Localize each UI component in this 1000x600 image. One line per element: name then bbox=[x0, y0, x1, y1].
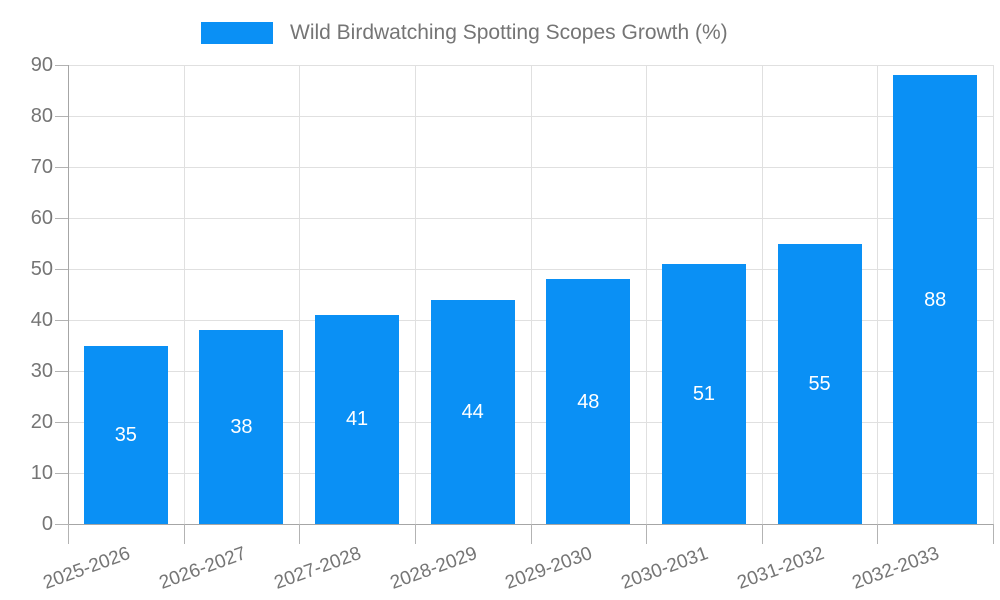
v-gridline bbox=[993, 65, 994, 524]
bar-value-label: 41 bbox=[345, 408, 369, 431]
v-gridline bbox=[761, 65, 763, 524]
y-axis-label: 50 bbox=[30, 258, 53, 280]
bar-value-label: 51 bbox=[692, 382, 716, 405]
y-tick bbox=[55, 320, 68, 321]
bar-value-label: 38 bbox=[230, 416, 253, 439]
x-tick bbox=[877, 524, 879, 544]
bar[interactable] bbox=[546, 279, 631, 524]
y-axis-label: 30 bbox=[30, 360, 53, 382]
x-axis-label: 2027-2028 bbox=[271, 543, 365, 594]
x-axis-label: 2031-2032 bbox=[734, 543, 827, 594]
bar[interactable] bbox=[893, 75, 978, 524]
x-tick bbox=[530, 524, 532, 544]
x-axis-label: 2030-2031 bbox=[618, 543, 712, 594]
y-tick bbox=[55, 116, 68, 117]
bar[interactable] bbox=[315, 314, 400, 524]
y-axis-label: 80 bbox=[30, 105, 53, 127]
v-gridline bbox=[299, 65, 301, 524]
x-axis-label: 2028-2029 bbox=[387, 543, 480, 594]
x-tick bbox=[761, 524, 763, 544]
y-tick bbox=[55, 218, 68, 219]
x-tick bbox=[68, 524, 69, 544]
bar[interactable] bbox=[661, 263, 746, 524]
bar-value-label: 44 bbox=[461, 400, 484, 423]
bar-value-label: 88 bbox=[924, 288, 947, 311]
x-axis-label: 2025-2026 bbox=[40, 543, 133, 594]
v-gridline bbox=[646, 65, 648, 524]
x-axis-label: 2026-2027 bbox=[156, 543, 249, 594]
y-axis-label: 10 bbox=[30, 462, 53, 484]
y-axis-label: 20 bbox=[30, 411, 53, 433]
x-axis-label: 2032-2033 bbox=[849, 543, 943, 594]
x-tick bbox=[646, 524, 648, 544]
bar[interactable] bbox=[199, 330, 284, 524]
x-tick bbox=[299, 524, 301, 544]
y-tick bbox=[55, 65, 68, 66]
v-gridline bbox=[530, 65, 532, 524]
v-gridline bbox=[68, 65, 69, 524]
y-axis-label: 40 bbox=[30, 309, 53, 331]
legend-label: Wild Birdwatching Spotting Scopes Growth… bbox=[290, 21, 728, 44]
y-tick bbox=[55, 167, 68, 168]
v-gridline bbox=[183, 65, 185, 524]
y-tick bbox=[55, 473, 68, 474]
y-axis-label: 90 bbox=[30, 54, 53, 76]
bar[interactable] bbox=[777, 243, 862, 524]
v-gridline bbox=[877, 65, 879, 524]
bar-value-label: 35 bbox=[114, 423, 137, 446]
legend-swatch bbox=[201, 22, 273, 44]
y-axis-label: 60 bbox=[30, 207, 53, 229]
v-gridline bbox=[414, 65, 416, 524]
x-tick bbox=[993, 524, 994, 544]
bar[interactable] bbox=[83, 345, 168, 524]
bar-value-label: 48 bbox=[577, 390, 600, 413]
y-tick bbox=[55, 269, 68, 270]
y-tick bbox=[55, 371, 68, 372]
x-tick bbox=[414, 524, 416, 544]
bar[interactable] bbox=[430, 299, 515, 524]
y-axis-label: 70 bbox=[30, 156, 53, 178]
legend: Wild Birdwatching Spotting Scopes Growth… bbox=[0, 0, 1000, 56]
x-axis-label: 2029-2030 bbox=[502, 543, 596, 594]
y-axis-label: 0 bbox=[41, 513, 53, 535]
bar-value-label: 55 bbox=[808, 372, 831, 395]
y-tick bbox=[55, 524, 68, 525]
x-tick bbox=[183, 524, 185, 544]
y-tick bbox=[55, 422, 68, 423]
